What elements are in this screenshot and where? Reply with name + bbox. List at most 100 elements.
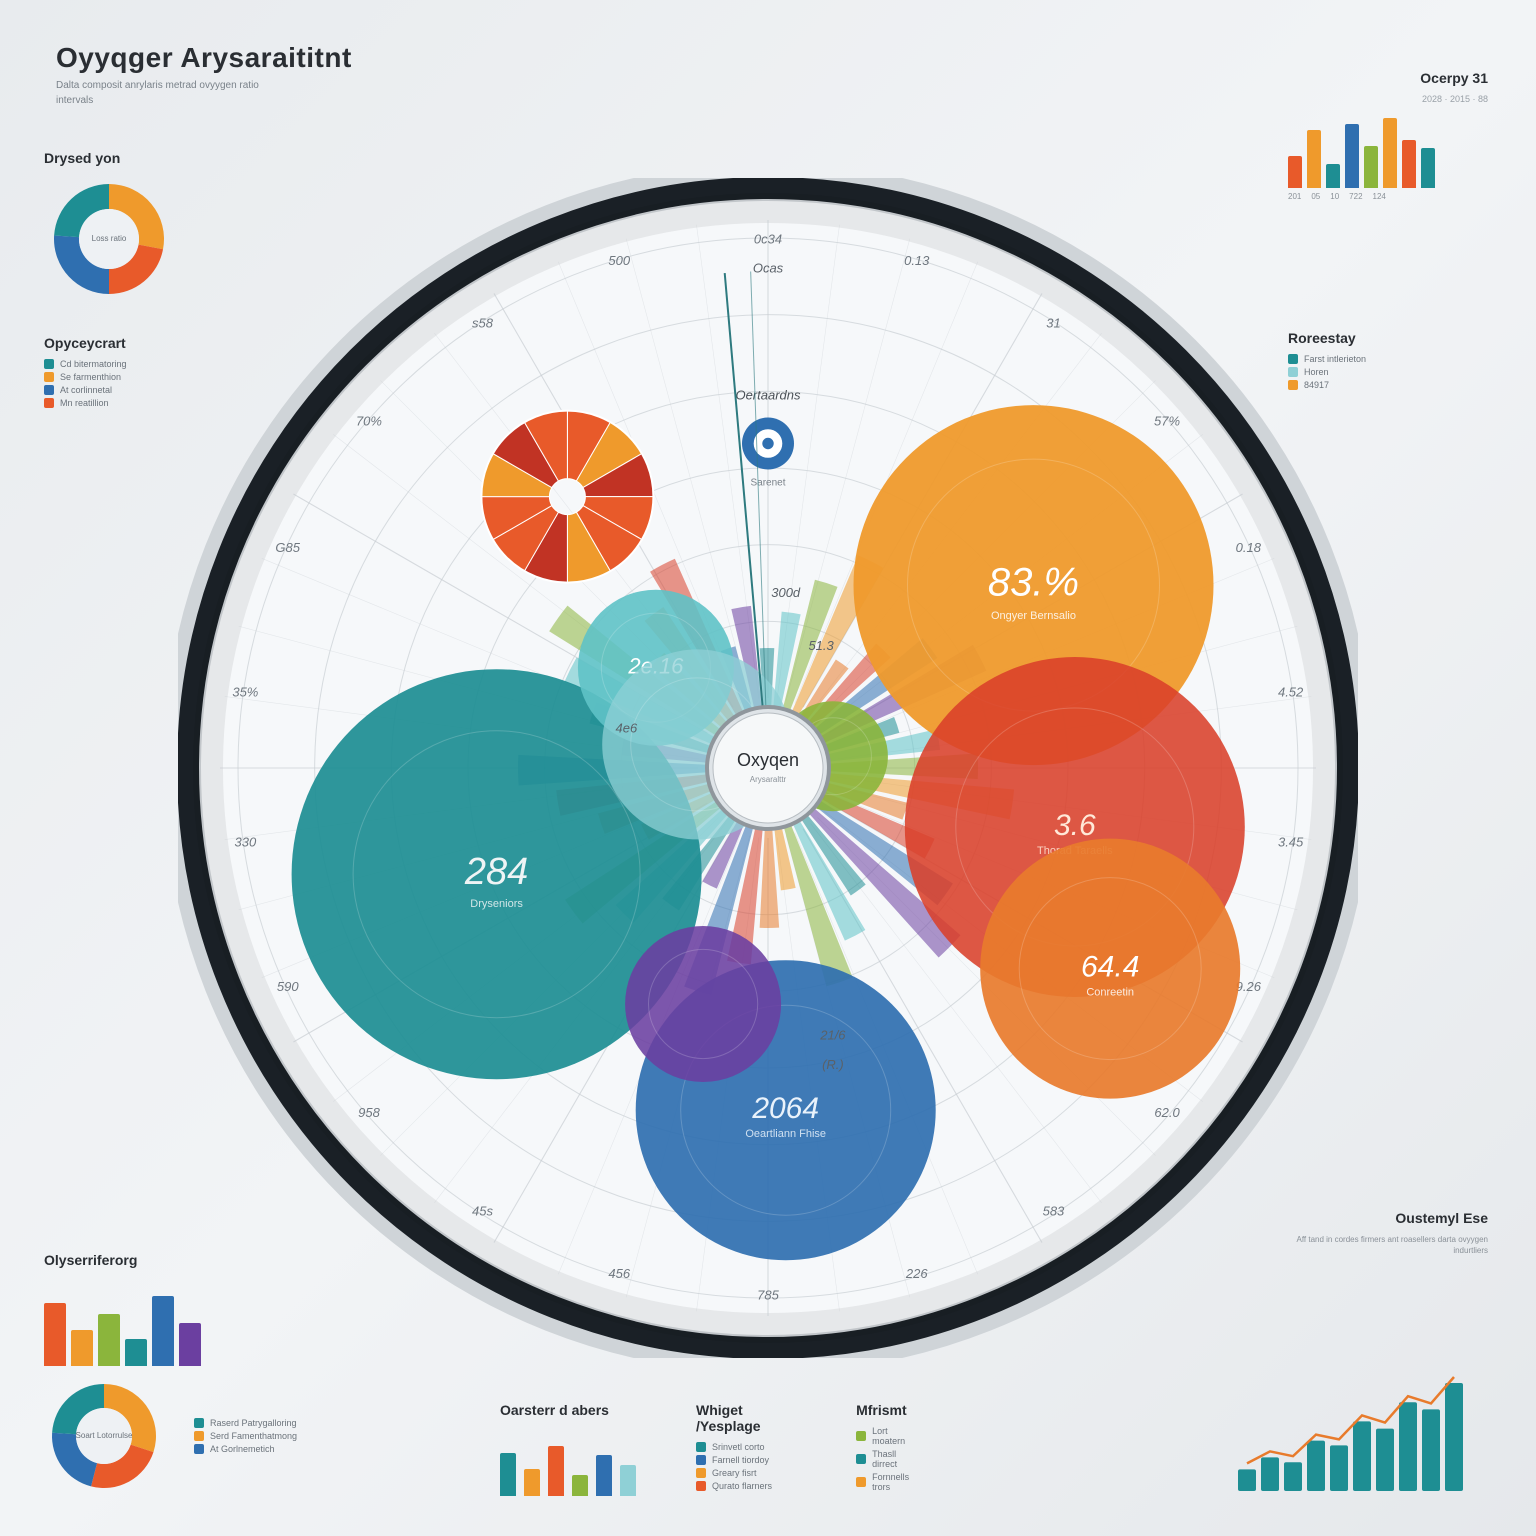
- bc-bars-chart: [500, 1426, 636, 1496]
- bc-block: Oarsterr d abers Whiget /YesplageSrinvet…: [500, 1402, 920, 1496]
- svg-text:21/6: 21/6: [819, 1027, 846, 1042]
- br-title-block: Oustemyl Ese Aff tand in cordes firmers …: [1288, 1210, 1488, 1256]
- central-dial: 0c340.133157%0.184.523.459.2662.05832267…: [178, 178, 1358, 1358]
- legend-item: Farnell tiordoy: [696, 1455, 796, 1465]
- infographic-canvas: Oyyqger Arysaraititnt Dalta composit anr…: [0, 0, 1536, 1536]
- legend-item: At Gorlnemetich: [194, 1444, 297, 1454]
- svg-text:Oxyqen: Oxyqen: [737, 750, 799, 770]
- svg-text:s58: s58: [472, 315, 494, 330]
- bar: [548, 1446, 564, 1496]
- svg-text:226: 226: [905, 1266, 928, 1281]
- bar: [71, 1330, 93, 1366]
- tl-legend-block: Opyceycrart Cd bitermatoring Se farmenthi…: [44, 335, 214, 411]
- svg-text:Conreetin: Conreetin: [1086, 987, 1134, 999]
- bar: [1383, 118, 1397, 188]
- svg-text:Loss ratio: Loss ratio: [92, 234, 127, 243]
- svg-text:Ocas: Ocas: [753, 260, 784, 275]
- bar: [152, 1296, 174, 1366]
- bar: [1345, 124, 1359, 188]
- svg-text:284: 284: [464, 851, 528, 893]
- tr-legend-block: Roreestay Farst intlerieton Horen 84917: [1288, 330, 1488, 393]
- tl-donut-chart: Loss ratio: [44, 174, 174, 304]
- svg-text:456: 456: [608, 1266, 630, 1281]
- bl-donut-block: Soart Lotorrulse Raserd Patrygalloring Se…: [44, 1376, 464, 1496]
- svg-text:64.4: 64.4: [1081, 951, 1139, 984]
- svg-text:(R.): (R.): [822, 1057, 844, 1072]
- tl-legend-title: Opyceycrart: [44, 335, 214, 351]
- svg-text:3.6: 3.6: [1054, 809, 1096, 842]
- bar: [1421, 148, 1435, 188]
- br-bars-title: Oustemyl Ese: [1288, 1210, 1488, 1226]
- legend-item: Raserd Patrygalloring: [194, 1418, 297, 1428]
- tr-bars-chart: [1288, 108, 1488, 188]
- tr-legend-title: Roreestay: [1288, 330, 1488, 346]
- svg-text:590: 590: [277, 979, 299, 994]
- legend-item: Srinvetl corto: [696, 1442, 796, 1452]
- legend-item: Greary fisrt: [696, 1468, 796, 1478]
- br-bars-sub: Aff tand in cordes firmers ant roaseller…: [1288, 1234, 1488, 1256]
- legend-item: Horen: [1288, 367, 1488, 377]
- svg-text:31: 31: [1046, 315, 1060, 330]
- svg-text:0.13: 0.13: [904, 253, 930, 268]
- legend-item: Thasll dirrect: [856, 1449, 920, 1469]
- legend-item: 84917: [1288, 380, 1488, 390]
- svg-text:300d: 300d: [771, 585, 801, 600]
- legend-item: Fornnells trors: [856, 1472, 920, 1492]
- tr-bars-sub: 2028 · 2015 · 88: [1288, 94, 1488, 104]
- legend-item: Se farmenthion: [44, 372, 214, 382]
- bar: [500, 1453, 516, 1496]
- svg-text:35%: 35%: [232, 684, 258, 699]
- legend-item: Serd Famenthatmong: [194, 1431, 297, 1441]
- svg-text:45s: 45s: [472, 1204, 493, 1219]
- svg-text:Ongyer Bernsalio: Ongyer Bernsalio: [991, 610, 1076, 622]
- svg-text:Oeartliann Fhise: Oeartliann Fhise: [745, 1128, 826, 1140]
- legend-item: Qurato flarners: [696, 1481, 796, 1491]
- svg-text:62.0: 62.0: [1154, 1105, 1180, 1120]
- bl-bars-block: Olyserriferorg: [44, 1252, 274, 1366]
- legend-item: Cd bitermatoring: [44, 359, 214, 369]
- svg-text:83.%: 83.%: [988, 561, 1079, 605]
- svg-text:330: 330: [235, 835, 257, 850]
- bl-donut-chart: Soart Lotorrulse: [44, 1376, 164, 1496]
- page-subtitle: Dalta composit anrylaris metrad ovyygen …: [56, 78, 276, 108]
- svg-text:0c34: 0c34: [754, 231, 782, 246]
- bar: [572, 1475, 588, 1496]
- br-bars-chart: [1228, 1351, 1488, 1491]
- bc-legend-col-0: Whiget /YesplageSrinvetl cortoFarnell ti…: [696, 1402, 796, 1496]
- bar: [524, 1469, 540, 1496]
- bar: [179, 1323, 201, 1366]
- svg-text:Oertaardns: Oertaardns: [735, 388, 801, 403]
- svg-text:Arysaralttr: Arysaralttr: [750, 775, 787, 784]
- bc-legend-col-1: MfrismtLort moaternThasll dirrectFornnel…: [856, 1402, 920, 1496]
- svg-text:958: 958: [358, 1105, 380, 1120]
- svg-text:500: 500: [608, 253, 630, 268]
- bar: [1364, 146, 1378, 188]
- legend-item: Lort moatern: [856, 1426, 920, 1446]
- tl-donut-title: Drysed yon: [44, 150, 214, 166]
- bl-bars-title: Olyserriferorg: [44, 1252, 274, 1268]
- svg-text:Sarenet: Sarenet: [750, 478, 785, 489]
- bar: [596, 1455, 612, 1496]
- tr-bars-title: Ocerpy 31: [1288, 70, 1488, 86]
- bar: [1307, 130, 1321, 188]
- legend-item: Farst intlerieton: [1288, 354, 1488, 364]
- svg-text:583: 583: [1043, 1204, 1065, 1219]
- br-bars-block: [1228, 1351, 1488, 1496]
- svg-text:3.45: 3.45: [1278, 835, 1304, 850]
- svg-text:4e6: 4e6: [616, 721, 638, 736]
- tr-bars-block: Ocerpy 31 2028 · 2015 · 88 2010510722124: [1288, 70, 1488, 201]
- svg-text:0.18: 0.18: [1236, 540, 1262, 555]
- tl-donut-block: Drysed yon Loss ratio: [44, 150, 214, 309]
- bar: [98, 1314, 120, 1366]
- svg-text:Dryseniors: Dryseniors: [470, 898, 523, 910]
- svg-text:Soart Lotorrulse: Soart Lotorrulse: [76, 1431, 133, 1440]
- legend-item: At corlinnetal: [44, 385, 214, 395]
- bar: [620, 1465, 636, 1497]
- svg-text:51.3: 51.3: [808, 638, 834, 653]
- svg-text:785: 785: [757, 1287, 779, 1302]
- bar: [1288, 156, 1302, 188]
- svg-text:G85: G85: [275, 540, 300, 555]
- bar: [125, 1339, 147, 1366]
- bar: [1326, 164, 1340, 188]
- page-title: Oyyqger Arysaraititnt: [56, 42, 352, 74]
